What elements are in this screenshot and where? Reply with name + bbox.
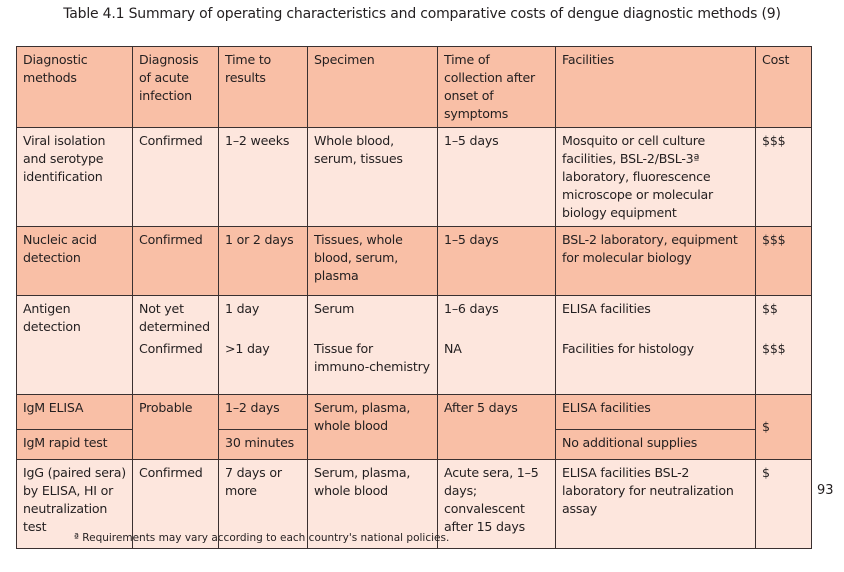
time-cell: 1 or 2 days — [218, 226, 308, 296]
cost-cell: $$$ — [755, 226, 812, 296]
table-title: Table 4.1 Summary of operating character… — [63, 6, 781, 22]
facilities-line: ELISA facilities — [562, 301, 651, 316]
facilities-line: Facilities for histology — [562, 341, 694, 356]
table-row: Nucleic acid detection Confirmed 1 or 2 … — [16, 226, 812, 296]
footnote: ª Requirements may vary according to eac… — [74, 532, 450, 544]
cost-line: $$ — [762, 301, 778, 316]
time-cell: 1–2 days — [218, 394, 308, 430]
time-cell: 1–2 weeks — [218, 127, 308, 227]
method-cell: IgM rapid test — [16, 429, 133, 460]
facilities-cell: ELISA facilities BSL-2 laboratory for ne… — [555, 459, 756, 549]
collection-line: NA — [444, 341, 462, 356]
header-cell: Facilities — [555, 46, 756, 128]
specimen-line: Tissue for immuno-chemistry — [314, 341, 430, 374]
method-cell: Antigen detection — [16, 295, 133, 395]
method-cell: Nucleic acid detection — [16, 226, 133, 296]
diagnosis-cell: Confirmed — [132, 226, 219, 296]
method-cell: IgM ELISA — [16, 394, 133, 430]
cost-cell: $$$ — [755, 127, 812, 227]
table-row: IgG (paired sera) by ELISA, HI or neutra… — [16, 459, 812, 549]
header-cell: Time of collection after onset of sympto… — [437, 46, 556, 128]
time-cell: 7 days or more — [218, 459, 308, 549]
time-line: >1 day — [225, 341, 270, 356]
diagnosis-line: Confirmed — [139, 341, 203, 356]
time-line: 1 day — [225, 301, 260, 316]
facilities-cell: ELISA facilities — [555, 394, 756, 430]
diagnosis-cell: Not yet determined Confirmed — [132, 295, 219, 395]
table-row: IgM ELISA Probable 1–2 days Serum, plasm… — [16, 394, 812, 460]
header-cell: Specimen — [307, 46, 438, 128]
specimen-cell: Serum Tissue for immuno-chemistry — [307, 295, 438, 395]
method-cell: IgG (paired sera) by ELISA, HI or neutra… — [16, 459, 133, 549]
diagnosis-cell: Confirmed — [132, 459, 219, 549]
method-cell: Viral isolation and serotype identificat… — [16, 127, 133, 227]
header-cell: Cost — [755, 46, 812, 128]
header-row: Diagnostic methods Diagnosis of acute in… — [16, 46, 812, 128]
specimen-cell: Serum, plasma, whole blood — [307, 459, 438, 549]
collection-cell: After 5 days — [437, 394, 556, 460]
collection-cell: 1–5 days — [437, 226, 556, 296]
specimen-cell: Tissues, whole blood, serum, plasma — [307, 226, 438, 296]
diagnostic-methods-table: Diagnostic methods Diagnosis of acute in… — [16, 46, 812, 549]
table-row: IgM rapid test 30 minutes No additional … — [16, 429, 812, 460]
collection-line: 1–6 days — [444, 301, 499, 316]
cost-cell: $ — [755, 394, 812, 460]
facilities-cell: ELISA facilities Facilities for histology — [555, 295, 756, 395]
facilities-cell: BSL-2 laboratory, equipment for molecula… — [555, 226, 756, 296]
header-cell: Diagnostic methods — [16, 46, 133, 128]
facilities-cell: No additional supplies — [555, 429, 756, 460]
collection-cell: 1–5 days — [437, 127, 556, 227]
cost-cell: $ — [755, 459, 812, 549]
specimen-cell: Serum, plasma, whole blood — [307, 394, 438, 460]
specimen-cell: Whole blood, serum, tissues — [307, 127, 438, 227]
header-cell: Time to results — [218, 46, 308, 128]
table-row: Antigen detection Not yet determined Conf… — [16, 295, 812, 395]
collection-cell: 1–6 days NA — [437, 295, 556, 395]
header-cell: Diagnosis of acute infection — [132, 46, 219, 128]
page-number: 93 — [817, 483, 834, 498]
diagnosis-cell: Probable — [132, 394, 219, 460]
time-cell: 30 minutes — [218, 429, 308, 460]
diagnosis-line: Not yet determined — [139, 301, 210, 334]
facilities-cell: Mosquito or cell culture facilities, BSL… — [555, 127, 756, 227]
collection-cell: Acute sera, 1–5 days; convalescent after… — [437, 459, 556, 549]
table-row: Viral isolation and serotype identificat… — [16, 127, 812, 227]
specimen-line: Serum — [314, 301, 355, 316]
time-cell: 1 day >1 day — [218, 295, 308, 395]
diagnosis-cell: Confirmed — [132, 127, 219, 227]
cost-cell: $$ $$$ — [755, 295, 812, 395]
cost-line: $$$ — [762, 341, 786, 356]
